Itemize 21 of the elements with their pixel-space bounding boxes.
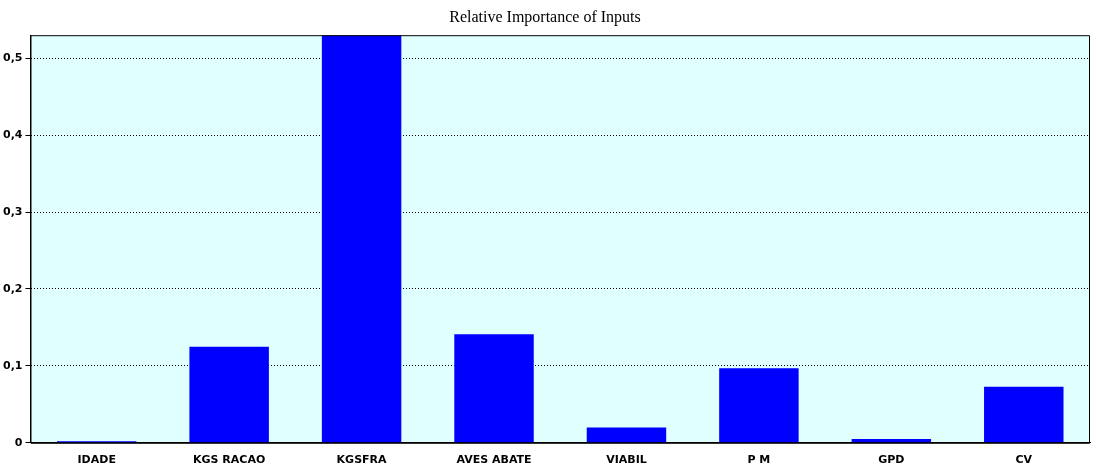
y-tick-label: 0,1 bbox=[2, 358, 23, 372]
bar bbox=[321, 35, 402, 443]
x-tick-label: KGS RACAO bbox=[193, 453, 266, 467]
y-tick-label: 0 bbox=[14, 435, 23, 449]
bar bbox=[454, 334, 534, 443]
x-tick-label: GPD bbox=[878, 453, 905, 467]
x-tick-label: AVES ABATE bbox=[456, 453, 532, 467]
x-tick-label: CV bbox=[1015, 453, 1033, 467]
y-tick-label: 0,4 bbox=[2, 128, 23, 142]
bar bbox=[719, 368, 799, 443]
chart-title: Relative Importance of Inputs bbox=[449, 7, 641, 26]
bar bbox=[189, 346, 269, 443]
x-tick-label: P M bbox=[747, 453, 771, 467]
y-tick-label: 0,2 bbox=[2, 281, 23, 295]
y-tick-label: 0,5 bbox=[2, 51, 23, 65]
x-tick-label: KGSFRA bbox=[336, 453, 388, 467]
x-tick-label: IDADE bbox=[77, 453, 116, 467]
x-tick-label: VIABIL bbox=[606, 453, 647, 467]
y-tick-label: 0,3 bbox=[2, 204, 23, 218]
bar bbox=[586, 427, 667, 443]
bar bbox=[984, 386, 1064, 443]
